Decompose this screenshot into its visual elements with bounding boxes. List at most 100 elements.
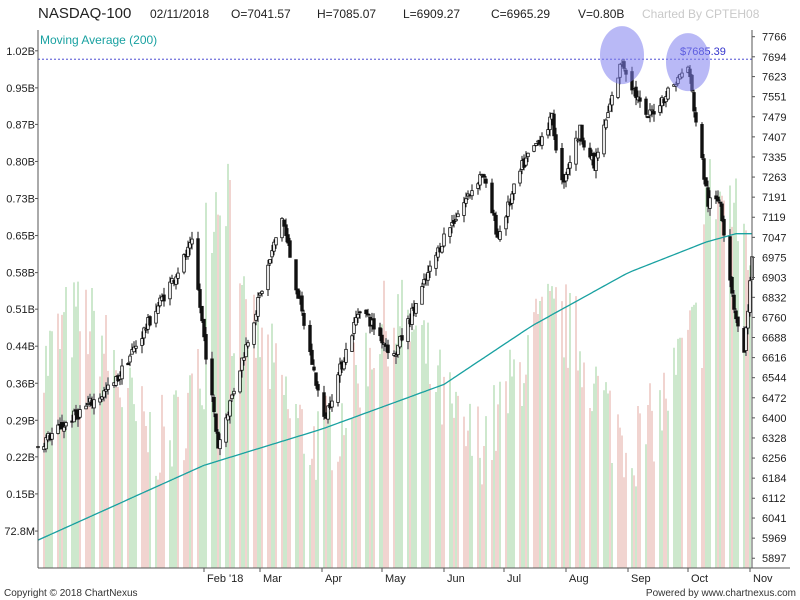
candle-body-up (154, 310, 158, 324)
low-value: L=6909.27 (403, 7, 461, 21)
candle (286, 228, 290, 247)
moving-average-layer (37, 233, 752, 541)
candle-body-up (232, 390, 236, 395)
price-tick-label: 6472 (762, 393, 786, 405)
candle-body-up (268, 258, 272, 264)
candle-body-down (126, 363, 130, 366)
candle (238, 370, 242, 394)
volume-tick-label: 0.36B (6, 378, 35, 390)
candle-body-up (512, 183, 516, 195)
candle (296, 288, 300, 299)
candle (224, 413, 228, 448)
candle (382, 342, 386, 352)
volume-tick-label: 72.8M (4, 526, 35, 538)
candle-body-up (190, 238, 194, 245)
candle-body-up (440, 245, 444, 253)
candle (326, 405, 330, 424)
candle-body-down (294, 259, 298, 291)
candle (650, 105, 654, 118)
candle (540, 132, 544, 150)
candle (634, 80, 638, 106)
candle (308, 320, 312, 356)
candle-body-down (722, 218, 726, 236)
candle-body-up (454, 218, 458, 222)
price-tick-label: 6975 (762, 252, 786, 264)
candle (706, 180, 710, 213)
candle-body-up (272, 241, 276, 252)
moving-average-line (37, 233, 752, 541)
candle-body-up (382, 342, 386, 345)
candle-body-up (226, 414, 230, 421)
candle (252, 321, 256, 349)
volume-value: V=0.80B (578, 7, 625, 21)
candle-body-up (158, 297, 162, 307)
candle-body-up (280, 217, 284, 239)
candle (266, 259, 270, 297)
candle (564, 171, 568, 188)
candle-body-down (706, 187, 710, 207)
candle (644, 96, 648, 118)
candle-body-up (104, 388, 108, 392)
candle (426, 265, 430, 286)
candle (330, 394, 334, 412)
candle (464, 192, 468, 208)
candle-body-down (716, 196, 720, 202)
candle-body-up (414, 303, 418, 314)
candle-body-up (132, 346, 136, 353)
candle-body-up (744, 327, 748, 351)
candle (294, 259, 298, 295)
symbol-label: NASDAQ-100 (38, 5, 132, 22)
candle (74, 404, 78, 421)
candle (652, 103, 656, 122)
candle (232, 387, 236, 397)
candle (98, 393, 102, 406)
candle (210, 351, 214, 403)
candle (582, 137, 586, 151)
candle-body-down (400, 335, 404, 341)
high-value: H=7085.07 (317, 7, 377, 21)
candle-body-down (554, 134, 558, 151)
candle-body-up (548, 116, 552, 131)
candle-body-up (462, 202, 466, 216)
month-tick-label: Sep (631, 573, 651, 585)
price-tick-label: 6112 (762, 493, 786, 505)
candle (132, 341, 136, 353)
price-tick-label: 7479 (762, 112, 786, 124)
candle-body-up (72, 410, 76, 423)
candle (440, 245, 444, 254)
candle-body-up (666, 87, 670, 100)
candle (212, 394, 216, 418)
candle (288, 237, 292, 258)
candle (700, 122, 704, 160)
candle (226, 411, 230, 421)
candle-body-up (102, 390, 106, 398)
candle (410, 303, 414, 331)
candle-body-down (732, 294, 736, 310)
candle (606, 105, 610, 119)
candle-body-down (700, 124, 704, 159)
candle (302, 309, 306, 330)
candle-body-up (566, 168, 570, 175)
candle-body-down (74, 409, 78, 416)
candle (240, 357, 244, 378)
candle-body-down (204, 334, 208, 360)
price-tick-label: 7623 (762, 72, 786, 84)
candle-body-up (534, 143, 538, 146)
candle (196, 231, 200, 291)
candle-body-up (64, 422, 68, 427)
date-label: 02/11/2018 (150, 7, 210, 21)
candle-body-up (568, 162, 572, 169)
candle (284, 218, 288, 243)
candle-body-up (266, 264, 270, 291)
candle-body-down (300, 295, 304, 312)
candle-body-up (258, 292, 262, 296)
candle-body-up (182, 254, 186, 273)
candle-body-down (580, 124, 584, 142)
candle (230, 393, 234, 402)
candle-body-up (218, 439, 222, 450)
candle-body-up (526, 152, 530, 158)
candle-body-down (322, 392, 326, 417)
candle (272, 239, 276, 256)
candle-body-up (398, 335, 402, 348)
